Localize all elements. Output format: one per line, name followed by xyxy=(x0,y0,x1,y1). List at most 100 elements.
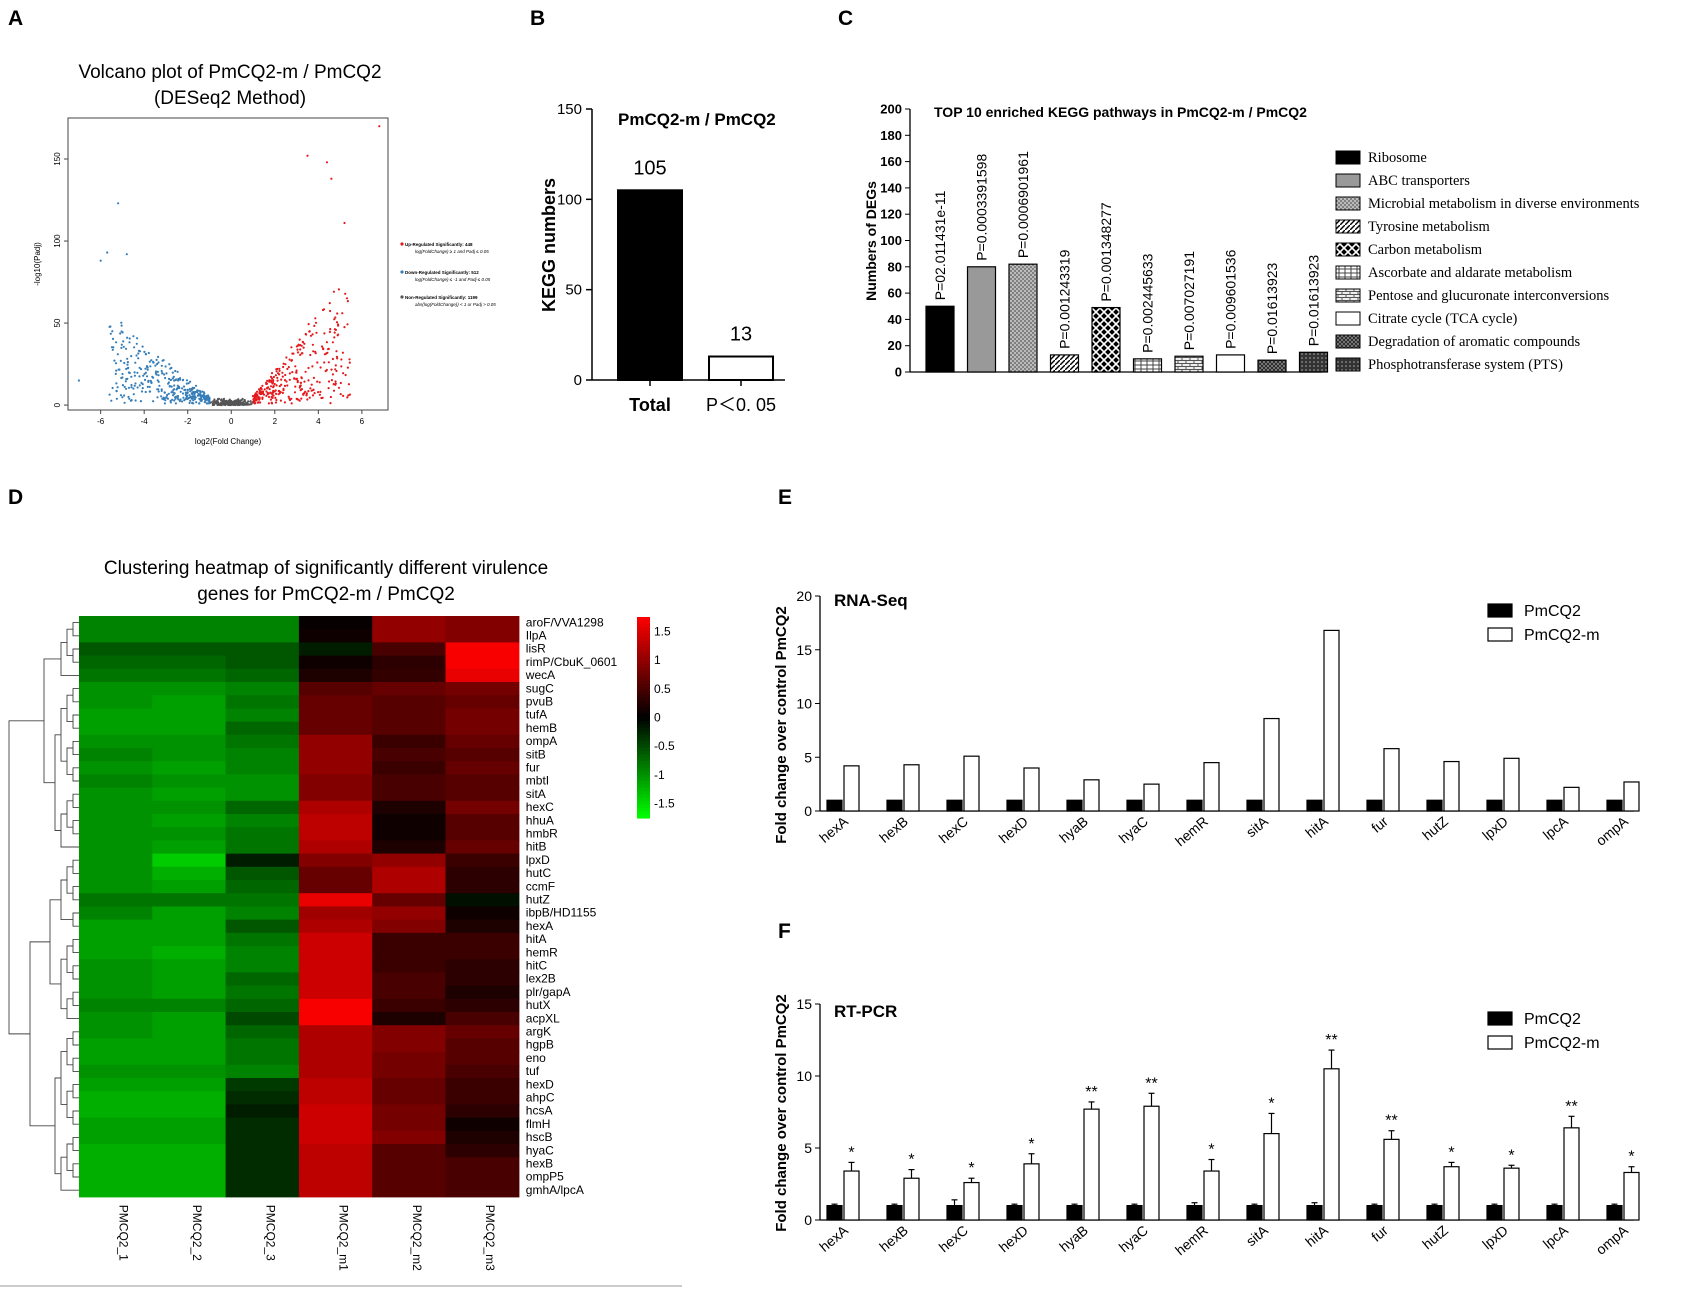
pathways-ytick-label: 80 xyxy=(888,259,902,274)
volcano-point-none xyxy=(236,400,239,403)
volcano-point-up xyxy=(306,398,309,401)
kegg-bar-value-label: 105 xyxy=(633,157,666,179)
colorbar-segment xyxy=(637,704,650,709)
heatmap-cell xyxy=(298,629,373,643)
heatmap-cell xyxy=(372,985,447,1000)
heatmap-row-label: hitC xyxy=(526,959,548,973)
volcano-point-up xyxy=(280,378,283,381)
volcano-point-up xyxy=(307,390,310,393)
heatmap-cell xyxy=(152,774,227,789)
heatmap-cell xyxy=(152,985,227,1000)
volcano-point-down xyxy=(144,390,147,394)
volcano-point-down xyxy=(179,390,182,393)
colorbar-segment xyxy=(637,617,650,621)
grouped-category-label: hyaB xyxy=(1056,1222,1091,1255)
colorbar-segment xyxy=(637,630,650,635)
volcano-point-up xyxy=(340,358,343,361)
dendrogram-branch xyxy=(72,648,79,663)
volcano-point-down xyxy=(197,392,200,395)
volcano-point-down xyxy=(146,368,149,371)
heatmap-cell xyxy=(225,932,300,947)
volcano-point-down xyxy=(121,372,124,376)
volcano-point-up xyxy=(287,366,290,369)
volcano-point-up xyxy=(271,396,274,399)
dendrogram-branch xyxy=(66,1090,73,1119)
volcano-point-down xyxy=(156,370,159,373)
significance-marker: ** xyxy=(1085,1084,1097,1101)
grouped-legend-swatch xyxy=(1487,1035,1513,1050)
pathways-ytick-label: 180 xyxy=(880,128,902,143)
significance-marker: ** xyxy=(1565,1098,1577,1115)
rnaseq-plot: 0 5 10 15 20 hexA hexB hexC hexD hyaB hyaC hemR sitA… xyxy=(796,588,1640,849)
volcano-point-down xyxy=(192,399,195,402)
dendrogram-branch xyxy=(66,800,73,828)
volcano-point-down xyxy=(115,341,118,344)
colorbar-tick-label: 1 xyxy=(654,653,661,667)
dendrogram-branch xyxy=(49,899,61,985)
heatmap-cell xyxy=(372,919,447,934)
volcano-point-none xyxy=(227,403,230,406)
heatmap-cell xyxy=(445,1078,520,1092)
heatmap-cell xyxy=(152,959,227,973)
volcano-point-up xyxy=(282,365,285,369)
volcano-point-up xyxy=(290,359,293,362)
volcano-points xyxy=(77,125,381,407)
volcano-point-none xyxy=(245,401,248,404)
pathways-bar xyxy=(1049,354,1080,373)
grouped-category-label: hexA xyxy=(816,813,851,846)
grouped-category-label: fur xyxy=(1368,813,1391,836)
volcano-point-down xyxy=(120,324,123,327)
heatmap-cell xyxy=(79,932,153,947)
bar-pmcq2 xyxy=(1126,799,1143,812)
heatmap-cell xyxy=(445,866,520,881)
bar-pmcq2-m xyxy=(963,755,980,812)
grouped-ytick-label: 0 xyxy=(804,1212,812,1228)
bar-pmcq2-m xyxy=(1263,1132,1280,1221)
heatmap-cell xyxy=(152,1157,227,1171)
volcano-point-down xyxy=(77,379,80,382)
heatmap-cell xyxy=(372,1025,447,1039)
heatmap-cell xyxy=(445,734,520,749)
heatmap-cell xyxy=(372,1157,447,1171)
volcano-point-none xyxy=(223,401,226,404)
volcano-point-up xyxy=(258,391,261,395)
heatmap-cell xyxy=(152,668,227,683)
volcano-point-up xyxy=(290,402,293,405)
heatmap-cell xyxy=(152,629,227,643)
heatmap-cell xyxy=(225,1117,300,1132)
colorbar-segment xyxy=(637,677,650,682)
heatmap-cell xyxy=(298,1091,373,1105)
volcano-point-down xyxy=(158,384,161,387)
volcano-point-down xyxy=(148,360,151,363)
volcano-point-up xyxy=(256,394,259,397)
heatmap-cell xyxy=(298,1144,373,1158)
pathways-legend-label: Phosphotransferase system (PTS) xyxy=(1368,357,1563,373)
pathways-title: TOP 10 enriched KEGG pathways in PmCQ2-m… xyxy=(934,104,1307,120)
bar-pmcq2 xyxy=(1486,1204,1503,1221)
volcano-point-down xyxy=(136,337,139,340)
volcano-point-down xyxy=(207,399,210,402)
volcano-point-up xyxy=(267,395,271,399)
volcano-point-up xyxy=(322,347,325,350)
heatmap-cell xyxy=(372,1183,447,1198)
volcano-point-up xyxy=(312,376,315,379)
heatmap-cell xyxy=(372,734,447,749)
heatmap-cell xyxy=(79,814,153,828)
volcano-point-down xyxy=(188,394,191,397)
bar-pmcq2-m xyxy=(1083,779,1100,812)
volcano-point-down xyxy=(163,402,166,405)
volcano-point-down xyxy=(173,384,176,387)
colorbar-segment xyxy=(637,717,650,722)
volcano-point-up xyxy=(319,390,322,393)
pathways-legend-swatch xyxy=(1335,173,1361,188)
volcano-point-up xyxy=(271,377,274,380)
volcano-point-up xyxy=(337,324,340,327)
bar-pmcq2 xyxy=(826,1204,843,1221)
bar-pmcq2-m xyxy=(1503,757,1520,812)
volcano-point-up xyxy=(308,330,311,333)
colorbar-segment xyxy=(637,643,650,648)
heatmap-cell xyxy=(445,708,520,723)
heatmap-cell xyxy=(152,1170,227,1185)
colorbar-segment xyxy=(637,774,650,779)
volcano-subtitle: (DESeq2 Method) xyxy=(154,88,306,109)
